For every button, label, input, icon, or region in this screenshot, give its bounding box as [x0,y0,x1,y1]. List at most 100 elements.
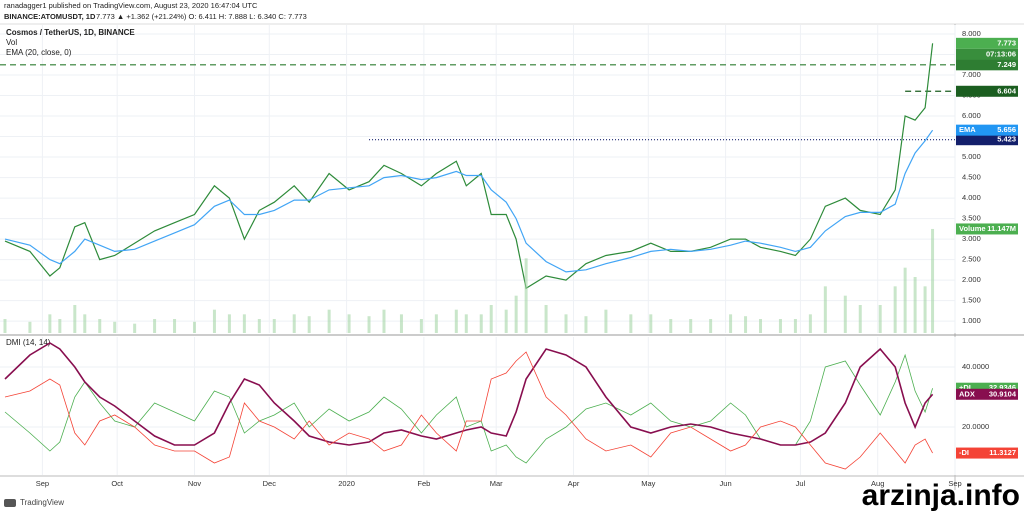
tv-logo [4,499,16,507]
y-tick-label: 2.500 [962,255,981,264]
y-tick-label: 8.000 [962,29,981,38]
volume-bar [878,305,882,333]
x-tick-label: Nov [188,479,202,488]
x-tick-label: Mar [490,479,503,488]
x-tick-label: Sep [36,479,49,488]
value-box [956,223,1018,235]
volume-bar [793,319,797,333]
volume-bar [913,277,917,333]
value-box [956,134,1018,146]
volume-bar [808,314,812,333]
volume-bar [58,319,62,333]
volume-bar [604,309,608,333]
volume-bar [307,316,311,333]
volume-bar [434,314,438,333]
y-tick-label: 7.000 [962,70,981,79]
x-tick-label: Apr [568,479,580,488]
y-tick-label: 2.000 [962,275,981,284]
value-box [956,382,1018,394]
footer: TradingView [20,498,64,507]
volume-bar [454,309,458,333]
legend-entry: Cosmos / TetherUS, 1D, BINANCE [6,28,135,37]
value-box-label: 32.9346 [989,383,1016,392]
series-line [4,43,934,290]
value-box [956,124,1018,136]
countdown-box [956,48,1018,60]
y-tick-label: 1.500 [962,296,981,305]
value-box-tag: ADX [959,389,975,398]
countdown: 07:13:06 [986,49,1016,58]
volume-bar [524,258,528,333]
value-box-label: 5.656 [997,125,1016,134]
y-tick-label: 3.500 [962,214,981,223]
volume-bar [347,314,351,333]
x-tick-label: May [641,479,655,488]
volume-bar [629,314,633,333]
value-box-tag: EMA [959,125,976,134]
y-tick-label: 5.000 [962,152,981,161]
value-box [956,447,1018,459]
volume-bar [73,305,77,333]
value-box-tag: +DI [959,383,971,392]
pane-title: DMI (14, 14) [6,338,51,347]
legend-entry: EMA (20, close, 0) [6,48,72,57]
x-tick-label: 2020 [338,479,355,488]
volume-bar [399,314,403,333]
volume-bar [744,316,748,333]
series-line [4,129,934,273]
y-tick-label: 4.500 [962,173,981,182]
volume-bar [98,319,102,333]
y-tick-label: 4.000 [962,193,981,202]
value-box-label: 11.147M [987,224,1016,233]
series-line [4,351,933,470]
value-box [956,388,1018,400]
value-box-label: 30.9104 [989,389,1017,398]
volume-bar [257,319,261,333]
volume-bar [83,314,87,333]
volume-bar [48,314,52,333]
volume-bar [903,267,907,333]
volume-bar [133,323,137,333]
x-tick-label: Sep [948,479,961,488]
volume-bar [514,295,518,333]
volume-bar [858,305,862,333]
value-box [956,59,1018,71]
volume-bar [479,314,483,333]
value-box-label: 7.773 [997,38,1016,47]
x-tick-label: Dec [263,479,277,488]
volume-bar [823,286,827,333]
volume-bar [464,314,468,333]
value-box-tag: Volume [959,224,986,233]
y-tick-label: 20.0000 [962,422,989,431]
volume-bar [843,295,847,333]
volume-bar [564,314,568,333]
y-tick-label: 6.000 [962,111,981,120]
value-box [956,37,1018,49]
volume-bar [893,286,897,333]
volume-bar [242,314,246,333]
x-tick-label: Aug [871,479,884,488]
value-box-label: 11.3127 [989,448,1016,457]
legend-entry: Vol [6,38,17,47]
published-line: ranadagger1 published on TradingView.com… [4,1,258,10]
volume-bar [173,319,177,333]
volume-bar [327,309,331,333]
x-tick-label: Oct [111,479,124,488]
x-tick-label: Jul [796,479,806,488]
x-tick-label: Jun [720,479,732,488]
x-tick-label: Feb [417,479,430,488]
volume-bar [931,228,935,333]
symbol: BINANCE:ATOMUSDT, 1D [4,12,96,21]
volume-bar [669,319,673,333]
volume-bar [419,319,423,333]
volume-bar [544,305,548,333]
volume-bar [504,309,508,333]
value-box-label: 7.249 [997,60,1016,69]
value-box-tag: -DI [959,448,969,457]
volume-bar [227,314,231,333]
volume-bar [649,314,653,333]
value-box [956,85,1018,97]
volume-bar [153,319,157,333]
